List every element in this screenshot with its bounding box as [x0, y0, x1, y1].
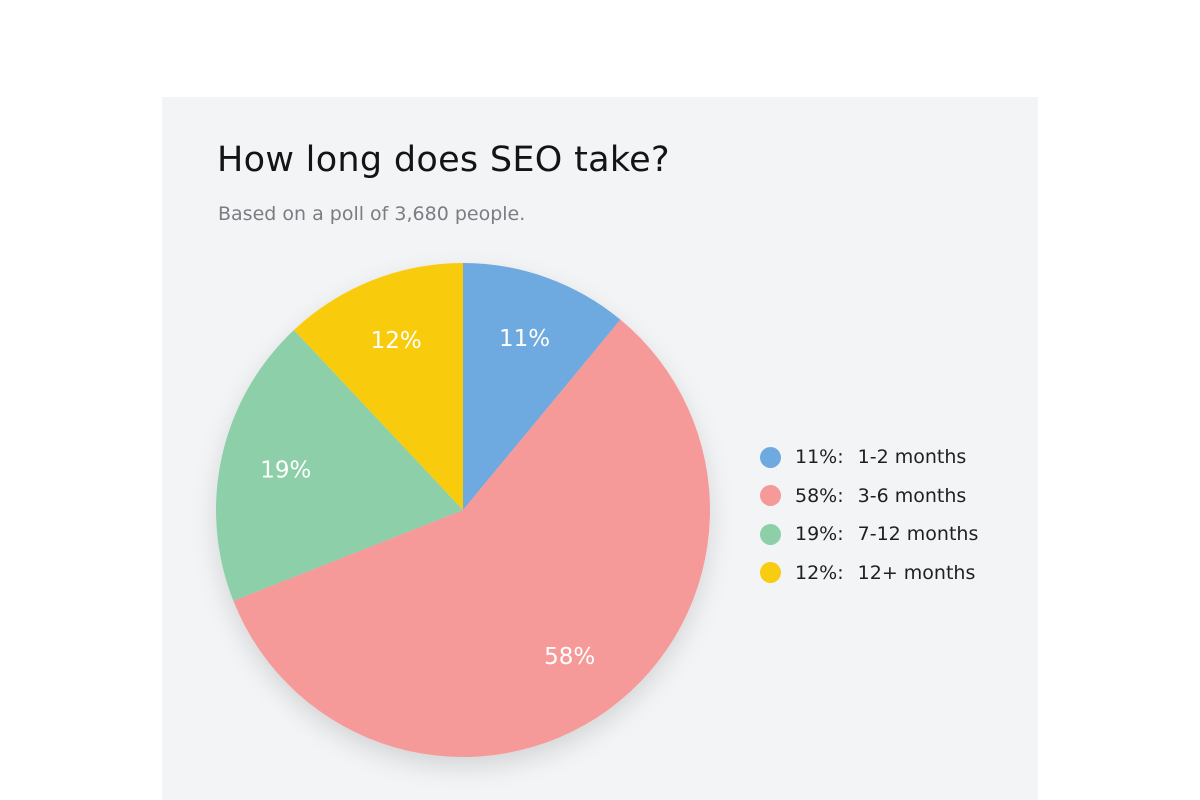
pie-slice-3-6-months	[233, 319, 711, 758]
pie-slices	[216, 263, 711, 758]
legend-percent: 58%:	[795, 484, 844, 507]
legend-swatch	[760, 485, 781, 507]
legend-item-7-12-months: 19%: 7-12 months	[760, 515, 978, 554]
legend-swatch	[760, 562, 781, 584]
pie-slice-1-2-months	[463, 263, 621, 510]
chart-title: How long does SEO take?	[217, 140, 670, 180]
legend: 11%: 1-2 months 58%: 3-6 months 19%: 7-1…	[760, 438, 978, 592]
legend-label: 3-6 months	[857, 484, 967, 507]
legend-label: 7-12 months	[857, 523, 979, 546]
legend-item-3-6-months: 58%: 3-6 months	[760, 477, 978, 516]
legend-percent: 19%:	[795, 523, 844, 546]
legend-item-1-2-months: 11%: 1-2 months	[760, 438, 978, 477]
legend-swatch	[760, 446, 781, 468]
pie-chart: 11% 58% 19% 12%	[216, 263, 711, 758]
pie-labels: 11% 58% 19% 12%	[260, 326, 595, 670]
chart-subtitle: Based on a poll of 3,680 people.	[218, 203, 526, 225]
slice-value-label: 11%	[499, 326, 550, 352]
legend-label: 1-2 months	[857, 446, 967, 469]
pie-slice-12-plus-months	[293, 263, 463, 510]
pie-slice-7-12-months	[216, 329, 463, 601]
legend-percent: 11%:	[795, 446, 844, 469]
legend-label: 12+ months	[857, 561, 976, 584]
legend-percent: 12%:	[795, 561, 844, 584]
slice-value-label: 19%	[260, 457, 311, 483]
legend-swatch	[760, 523, 781, 545]
slice-value-label: 58%	[544, 644, 595, 670]
legend-item-12-plus-months: 12%: 12+ months	[760, 554, 978, 593]
slice-value-label: 12%	[371, 328, 422, 354]
